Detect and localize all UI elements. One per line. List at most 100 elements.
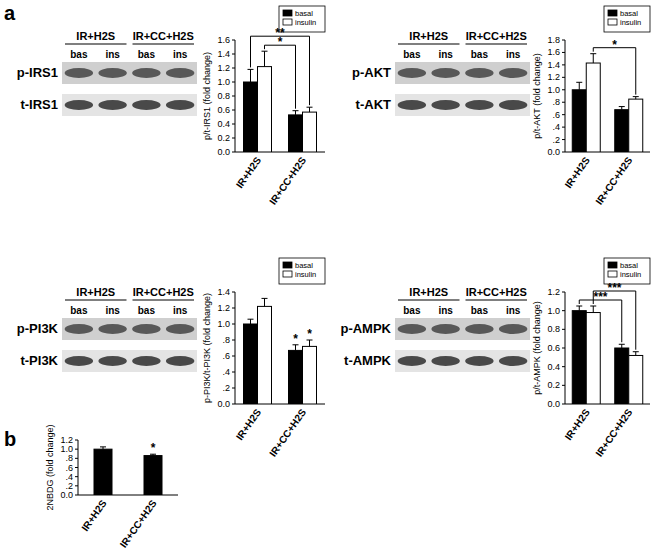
blot-band: [398, 324, 426, 334]
error-bar: [633, 352, 639, 356]
legend-label: insulin: [295, 18, 316, 27]
blot-band: [431, 68, 459, 78]
blot-band: [166, 356, 194, 366]
y-tick-label: 0.0: [547, 399, 560, 409]
y-tick: [562, 114, 565, 115]
y-tick: [232, 110, 235, 111]
blot-group-label: IR+H2S: [409, 286, 448, 298]
bar: [289, 115, 303, 152]
blot-band: [499, 324, 527, 334]
y-tick-label: 1.4: [217, 49, 230, 59]
blot-lane-label: ins: [506, 305, 521, 316]
bar: [144, 456, 162, 495]
y-axis-label: p-PI3K/t-PI3K (fold change): [202, 293, 212, 403]
legend: basalinsulin: [279, 6, 325, 32]
blot-group-label: IR+H2S: [409, 30, 448, 42]
marks: [572, 54, 643, 152]
legend-label: insulin: [295, 270, 316, 279]
y-tick-label: 0.8: [217, 91, 230, 101]
marks: [244, 51, 317, 152]
error-bar: [633, 97, 639, 99]
blot-lane-label: ins: [105, 305, 120, 316]
blot-lane-label: bas: [70, 49, 88, 60]
blot-band: [398, 68, 426, 78]
y-tick-label: .8: [65, 453, 73, 463]
y-tick: [232, 68, 235, 69]
y-tick-label: 1.2: [547, 72, 560, 82]
bar-chart: 0.0.2.4.6.81.01.21.4p-PI3K/t-PI3K (fold …: [202, 258, 325, 459]
panel-label: b: [4, 428, 16, 450]
blot-band: [431, 356, 459, 366]
bar: [586, 313, 600, 404]
y-tick-label: 0.6: [217, 105, 230, 115]
western-blot: IR+H2SIR+CC+H2Sbasinsbasinsp-IRS1t-IRS1: [17, 30, 197, 116]
bar: [629, 99, 643, 152]
blot-row-label: p-AMPK: [340, 321, 391, 336]
category-label: IR+H2S: [563, 407, 592, 442]
y-tick-label: .8: [222, 335, 230, 345]
x-axis: [78, 495, 178, 496]
blot-row-label: t-AMPK: [344, 353, 392, 368]
legend-swatch: [608, 271, 617, 277]
bar-chart: 0.0.2.4.6.81.01.21.41.61.8p/t-AKT (fold …: [532, 6, 650, 207]
blot-band: [465, 356, 493, 366]
y-tick: [75, 495, 78, 496]
group-line: [466, 43, 528, 44]
blot-band: [465, 68, 493, 78]
legend-swatch: [283, 271, 292, 277]
y-tick: [562, 139, 565, 140]
significance: *: [151, 441, 156, 455]
legend-swatch: [283, 19, 292, 25]
significance-label: **: [275, 26, 285, 40]
y-tick: [562, 348, 565, 349]
y-tick: [232, 324, 235, 325]
y-tick: [232, 308, 235, 309]
y-axis-label: p/t-AKT (fold change): [532, 53, 542, 138]
y-tick: [232, 152, 235, 153]
significance-label: *: [151, 441, 156, 455]
bar-chart: 0.00.20.40.60.81.01.21.41.6p/t-IRS1 (fol…: [202, 6, 325, 207]
y-tick-label: 0.6: [547, 343, 560, 353]
legend-box: [604, 6, 650, 32]
blot-lane-label: bas: [403, 305, 421, 316]
y-tick-label: 1.0: [547, 306, 560, 316]
blot-band: [465, 100, 493, 110]
blot-group-label: IR+CC+H2S: [466, 30, 527, 42]
y-tick-label: .6: [65, 463, 73, 473]
blot-row-label: p-IRS1: [17, 65, 58, 80]
blot-lane-label: bas: [138, 305, 156, 316]
marks: [572, 306, 643, 404]
legend: basalinsulin: [604, 6, 650, 32]
y-tick-label: 1.2: [60, 435, 73, 445]
bar: [303, 112, 317, 152]
y-tick-label: .4: [65, 472, 73, 482]
y-tick: [232, 54, 235, 55]
significance: *: [593, 38, 636, 95]
blot-group-label: IR+CC+H2S: [133, 30, 194, 42]
y-tick: [75, 467, 78, 468]
error-bar: [307, 107, 313, 112]
legend-swatch: [283, 262, 292, 268]
y-tick: [562, 366, 565, 367]
legend-label: basal: [620, 9, 638, 18]
y-tick: [232, 340, 235, 341]
blot-band: [132, 68, 160, 78]
marks: [244, 298, 317, 404]
significance-bracket: [251, 36, 310, 105]
blot-group-label: IR+H2S: [76, 30, 115, 42]
blot-lane-label: bas: [471, 49, 489, 60]
blot-strip: [62, 318, 197, 340]
error-bar: [248, 319, 254, 324]
blot-band: [132, 356, 160, 366]
y-tick: [232, 82, 235, 83]
y-tick-label: 1.0: [217, 319, 230, 329]
blot-band: [166, 68, 194, 78]
blot-band: [132, 100, 160, 110]
blot-strip: [62, 62, 197, 84]
error-bar: [619, 107, 625, 110]
blot-row-label: t-AKT: [356, 97, 391, 112]
y-tick-label: 1.4: [217, 287, 230, 297]
blot-band: [132, 324, 160, 334]
y-tick: [562, 329, 565, 330]
blot-strip: [62, 94, 197, 116]
